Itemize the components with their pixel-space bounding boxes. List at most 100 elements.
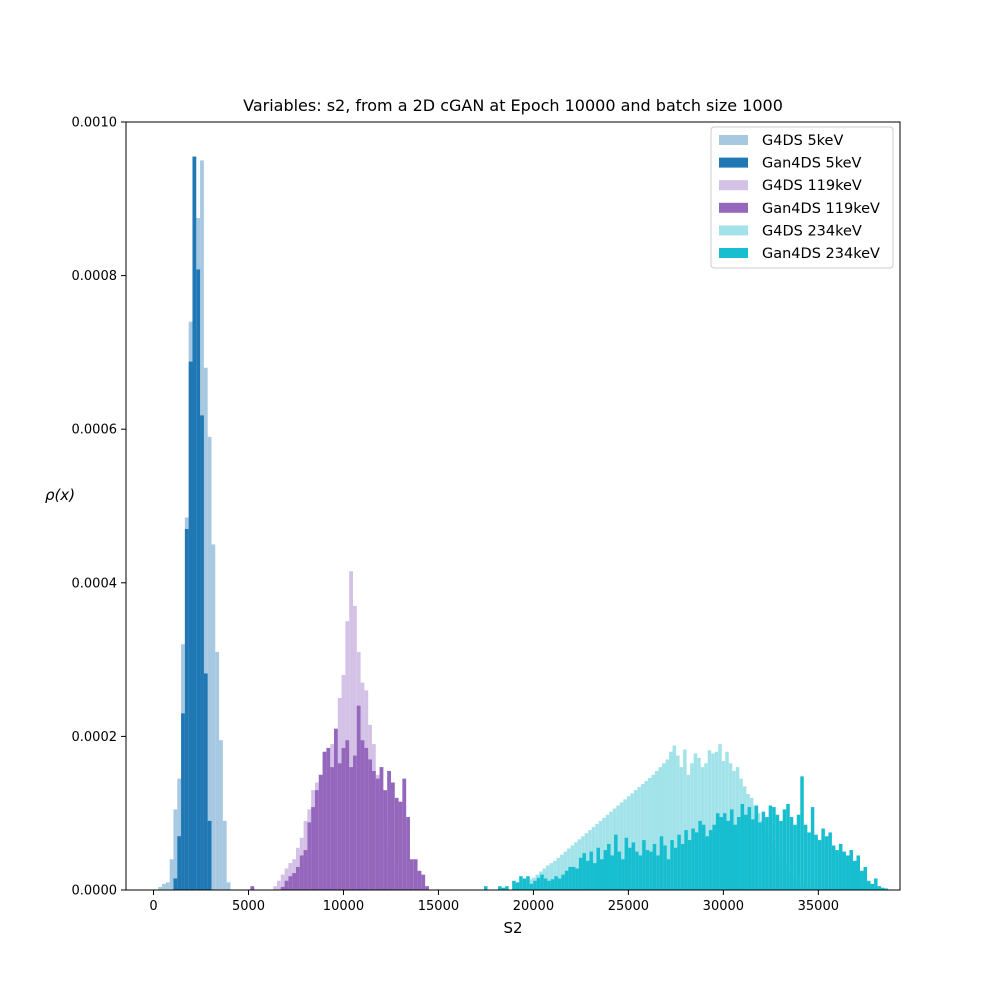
histogram-bar — [165, 882, 170, 890]
histogram-bar — [529, 883, 534, 890]
x-tick-label: 5000 — [232, 899, 265, 914]
histogram-bar — [877, 886, 882, 890]
histogram-bar — [609, 811, 613, 890]
histogram-bar — [402, 778, 407, 890]
histogram-bar — [417, 870, 422, 890]
histogram-bar — [691, 828, 695, 890]
histogram-bar — [196, 269, 201, 891]
histogram-bar — [173, 878, 178, 890]
histogram-bar — [640, 784, 645, 890]
histogram-bar — [177, 836, 182, 890]
histogram-bar — [638, 855, 643, 890]
histogram-bar — [821, 828, 825, 890]
y-tick-label: 0.0006 — [72, 423, 118, 438]
histogram-bar — [553, 860, 557, 890]
histogram-bar — [707, 750, 712, 890]
histogram-bar — [299, 855, 304, 890]
histogram-bar — [656, 855, 660, 890]
histogram-bar — [546, 865, 550, 890]
histogram-bar — [761, 811, 766, 890]
histogram-bar — [326, 747, 331, 890]
histogram-bar — [383, 790, 388, 890]
histogram-bar — [226, 882, 231, 890]
histogram-bar — [540, 874, 544, 890]
histogram-bar — [733, 824, 738, 890]
histogram-bar — [814, 834, 818, 890]
histogram-bar — [768, 805, 773, 890]
histogram-bar — [578, 857, 583, 890]
histogram-bar — [292, 873, 296, 890]
y-axis-ticks: 0.0000 0.0002 0.0004 0.0006 0.0008 0.0010 — [72, 116, 126, 899]
histogram-bar — [560, 854, 564, 890]
histogram-bar — [870, 883, 875, 890]
histogram-bar — [333, 728, 338, 890]
histogram-bar — [556, 857, 561, 890]
histogram-bar — [280, 874, 285, 890]
plot-frame — [125, 121, 901, 891]
histogram-bar — [543, 878, 548, 890]
histogram-bar — [726, 820, 730, 890]
histogram-bar — [379, 767, 384, 890]
histogram-bar — [162, 883, 166, 890]
histogram-bar — [679, 767, 684, 890]
histogram-bar — [684, 830, 688, 890]
y-tick-label: 0.0004 — [72, 576, 118, 591]
histogram-bar — [874, 878, 878, 890]
histogram-bar — [596, 847, 600, 890]
histogram-bar — [421, 874, 426, 890]
histogram-bar — [658, 767, 662, 890]
histogram-bar — [515, 882, 520, 890]
histogram-bar — [322, 751, 327, 890]
histogram-bar — [647, 777, 652, 890]
histogram-bar — [747, 807, 752, 890]
histogram-bar — [754, 805, 759, 890]
histogram-bar — [663, 845, 667, 890]
histogram-bar — [288, 876, 293, 890]
histogram-bar — [222, 820, 227, 890]
histogram-bar — [621, 859, 625, 890]
histogram-bar — [617, 851, 622, 890]
histogram-bar — [649, 851, 653, 890]
histogram-bar — [669, 751, 673, 890]
histogram-bar — [704, 763, 708, 890]
histogram-bar — [522, 878, 527, 890]
legend-swatch — [719, 135, 748, 145]
histogram-bar — [352, 605, 357, 890]
histogram-bar — [375, 778, 380, 890]
histogram-bar — [526, 876, 530, 890]
histogram-bar — [630, 793, 634, 890]
histogram-bar — [652, 843, 657, 890]
histogram-bar — [789, 817, 794, 890]
histogram-bar — [676, 755, 680, 890]
legend-swatch — [719, 248, 748, 258]
histogram-bar — [592, 863, 597, 890]
x-tick-label: 35000 — [798, 899, 839, 914]
histogram-bar — [654, 770, 659, 890]
histogram-bar — [599, 859, 604, 890]
histogram-bar — [398, 801, 403, 890]
histogram-bar — [800, 776, 804, 890]
histogram-bar — [277, 880, 281, 890]
histogram-bar — [845, 855, 850, 890]
histogram-bar — [345, 740, 350, 890]
histogram-bar — [318, 774, 323, 890]
histogram-bar — [547, 880, 551, 890]
histogram-bar — [533, 880, 537, 890]
histogram-bar — [635, 851, 639, 890]
histogram-bar — [314, 790, 319, 890]
histogram-bar — [341, 747, 346, 890]
histogram-bar — [817, 840, 822, 890]
x-tick-label: 25000 — [608, 899, 649, 914]
histogram-bar — [250, 886, 255, 890]
histogram-bar — [413, 859, 418, 890]
histogram-bar — [637, 787, 641, 890]
histogram-bar — [737, 817, 741, 890]
histogram-bar — [574, 842, 578, 890]
histogram-bar — [884, 888, 889, 890]
histogram-bar — [852, 860, 857, 890]
histogram-bar — [352, 755, 357, 890]
histogram-bar — [614, 834, 618, 890]
histogram-bar — [793, 824, 797, 890]
legend-swatch — [719, 202, 748, 213]
